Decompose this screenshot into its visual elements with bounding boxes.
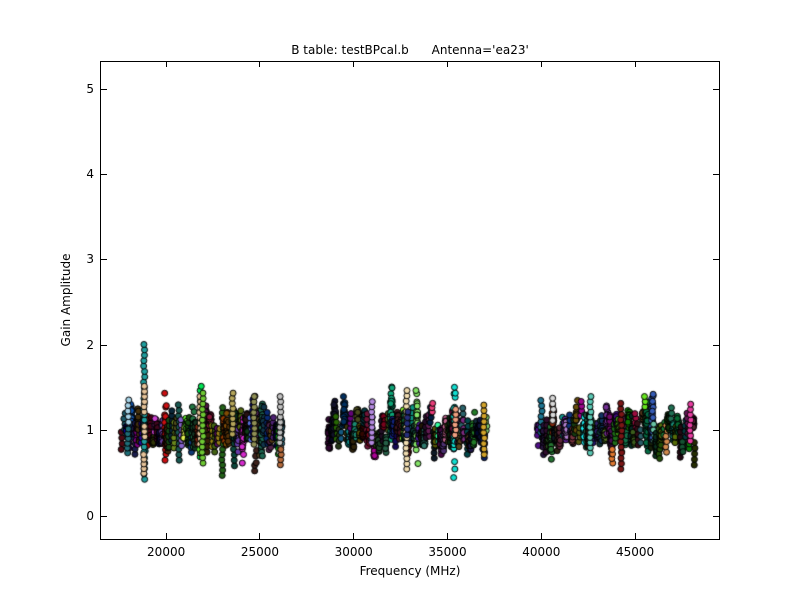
x-tick-label: 20000	[147, 545, 186, 559]
y-tick-mark	[100, 344, 107, 346]
y-tick-mark-right	[712, 88, 719, 90]
x-tick-mark-top	[447, 61, 448, 67]
y-tick-label: 1	[86, 423, 94, 438]
y-tick-mark	[100, 259, 107, 261]
y-axis-label: Gain Amplitude	[59, 253, 73, 347]
y-tick-label: 3	[86, 252, 94, 267]
x-tick-mark-top	[259, 61, 261, 67]
y-tick-label: 2	[86, 337, 94, 352]
y-tick-label: 5	[86, 81, 94, 96]
y-tick-mark	[100, 515, 107, 517]
x-tick-mark	[540, 533, 542, 539]
x-tick-label: 25000	[240, 545, 280, 559]
x-tick-mark-top	[353, 61, 355, 67]
y-tick-mark-right	[712, 344, 719, 346]
y-tick-mark-right	[712, 430, 719, 432]
x-tick-label: 35000	[428, 545, 467, 559]
y-tick-mark	[100, 88, 107, 90]
x-tick-mark	[259, 533, 261, 539]
x-tick-mark	[353, 533, 355, 539]
x-tick-mark	[165, 533, 167, 539]
y-tick-mark	[100, 430, 107, 432]
y-tick-mark-right	[712, 174, 719, 176]
x-tick-label: 45000	[615, 545, 655, 559]
x-tick-mark-top	[540, 61, 542, 67]
x-tick-mark	[447, 533, 448, 539]
x-tick-label: 30000	[334, 545, 373, 559]
y-tick-mark	[100, 174, 107, 176]
y-tick-label: 4	[86, 167, 94, 182]
x-axis-label: Frequency (MHz)	[359, 564, 461, 578]
x-tick-label: 40000	[522, 545, 561, 559]
y-tick-mark-right	[712, 259, 719, 261]
x-tick-mark	[634, 533, 636, 539]
y-tick-label: 0	[86, 508, 94, 523]
x-tick-mark-top	[634, 61, 636, 67]
y-tick-mark-right	[712, 515, 719, 517]
x-tick-mark-top	[165, 61, 167, 67]
